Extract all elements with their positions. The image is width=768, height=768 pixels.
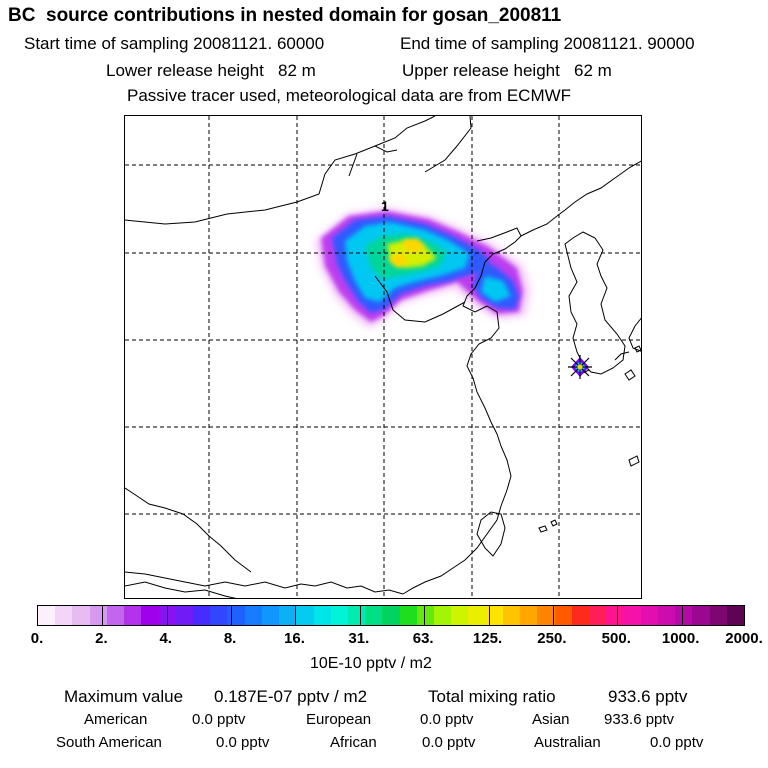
colorbar-cell xyxy=(726,606,744,625)
colorbar-cell xyxy=(520,606,538,625)
region-value-asian: 933.6 pptv xyxy=(604,711,675,728)
colorbar-tick-label: 2. xyxy=(95,630,108,647)
region-name-african: African xyxy=(330,734,377,751)
start-time-label: Start time of sampling 20081121. 60000 xyxy=(24,34,325,53)
colorbar-cell xyxy=(485,606,503,625)
colorbar-cell xyxy=(313,606,331,625)
maximum-value-label: Maximum value xyxy=(64,687,184,706)
colorbar-cell xyxy=(640,606,658,625)
colorbar-cell xyxy=(606,606,624,625)
colorbar-cell xyxy=(416,606,435,625)
colorbar-cell xyxy=(537,606,555,625)
coastlines xyxy=(125,116,641,598)
colorbar-cell xyxy=(279,606,297,625)
lower-release-height-label: Lower release height 82 m xyxy=(106,61,316,80)
lat-lon-grid xyxy=(125,116,641,598)
colorbar-cell xyxy=(244,606,262,625)
colorbar-cell xyxy=(106,606,125,625)
region-name-european: European xyxy=(306,711,372,728)
plot-title: BC source contributions in nested domain… xyxy=(8,5,562,26)
colorbar-ticks: 0. 2. 4. 8. 16. 31. 63. 125. 250. 500. 1000. 2000. xyxy=(0,630,768,650)
colorbar-cell xyxy=(692,606,710,625)
colorbar-tick-label: 2000. xyxy=(725,630,763,647)
colorbar-cell xyxy=(72,606,90,625)
colorbar-separator xyxy=(424,606,426,625)
region-name-south-american: South American xyxy=(56,734,162,751)
region-value-south-american: 0.0 pptv xyxy=(216,734,270,751)
colorbar-tick-label: 8. xyxy=(223,630,237,647)
colorbar-separator xyxy=(681,606,683,625)
region-name-australian: Australian xyxy=(534,734,601,751)
colorbar-cell xyxy=(175,606,193,625)
colorbar-tick-label: 31. xyxy=(348,630,370,647)
colorbar-cell xyxy=(296,606,314,625)
region-name-american: American xyxy=(84,711,148,728)
region-value-australian: 0.0 pptv xyxy=(650,734,704,751)
colorbar-tick-label: 250. xyxy=(537,630,567,647)
colorbar-cell xyxy=(399,606,417,625)
region-value-european: 0.0 pptv xyxy=(420,711,474,728)
colorbar xyxy=(37,605,745,626)
islands xyxy=(538,345,641,533)
colorbar-cell xyxy=(261,606,280,625)
colorbar-separator xyxy=(359,606,361,625)
colorbar-cell xyxy=(192,606,211,625)
colorbar-cell xyxy=(347,606,366,625)
upper-release-height-label: Upper release height 62 m xyxy=(402,61,612,80)
total-mixing-ratio-label: Total mixing ratio xyxy=(428,687,556,706)
colorbar-cell xyxy=(382,606,400,625)
colorbar-tick-label: 0. xyxy=(30,630,44,647)
colorbar-separator xyxy=(231,606,233,625)
colorbar-tick-label: 63. xyxy=(412,630,434,647)
colorbar-cell xyxy=(451,606,469,625)
colorbar-cell xyxy=(657,606,676,625)
concentration-plume xyxy=(315,208,530,328)
colorbar-separator xyxy=(488,606,490,625)
colorbar-tick-label: 1000. xyxy=(661,630,700,647)
colorbar-separator xyxy=(102,606,104,625)
release-marker-label: 1 xyxy=(381,198,389,214)
colorbar-cell xyxy=(330,606,348,625)
colorbar-cell xyxy=(365,606,383,625)
colorbar-cell xyxy=(589,606,607,625)
colorbar-cell xyxy=(709,606,727,625)
colorbar-separator xyxy=(552,606,554,625)
colorbar-separator xyxy=(295,606,297,625)
colorbar-separator xyxy=(166,606,168,625)
region-name-asian: Asian xyxy=(532,711,570,728)
colorbar-tick-label: 16. xyxy=(284,630,305,647)
colorbar-tick-label: 500. xyxy=(601,630,631,647)
colorbar-cell xyxy=(468,606,486,625)
total-mixing-ratio-value: 933.6 pptv xyxy=(608,687,688,706)
colorbar-cell xyxy=(141,606,159,625)
colorbar-cell xyxy=(124,606,142,625)
maximum-value: 0.187E-07 pptv / m2 xyxy=(214,687,368,706)
colorbar-separator xyxy=(617,606,619,625)
colorbar-cell xyxy=(623,606,641,625)
region-value-american: 0.0 pptv xyxy=(192,711,246,728)
colorbar-cell xyxy=(89,606,107,625)
colorbar-cell xyxy=(210,606,228,625)
colorbar-cell xyxy=(571,606,589,625)
colorbar-unit-label: 10E-10 pptv / m2 xyxy=(310,655,432,672)
colorbar-cell xyxy=(434,606,452,625)
map-panel: 1 xyxy=(124,115,642,599)
receptor-star-marker xyxy=(568,355,592,379)
colorbar-cell xyxy=(554,606,572,625)
map-canvas: 1 xyxy=(125,116,641,598)
region-value-african: 0.0 pptv xyxy=(422,734,476,751)
colorbar-cell xyxy=(55,606,73,625)
colorbar-tick-label: 4. xyxy=(159,630,172,647)
tracer-note: Passive tracer used, meteorological data… xyxy=(127,86,572,105)
end-time-label: End time of sampling 20081121. 90000 xyxy=(400,34,695,53)
colorbar-cell xyxy=(227,606,245,625)
colorbar-tick-label: 125. xyxy=(472,630,503,647)
colorbar-cell xyxy=(502,606,521,625)
colorbar-cell xyxy=(38,606,56,625)
colorbar-cell xyxy=(675,606,693,625)
